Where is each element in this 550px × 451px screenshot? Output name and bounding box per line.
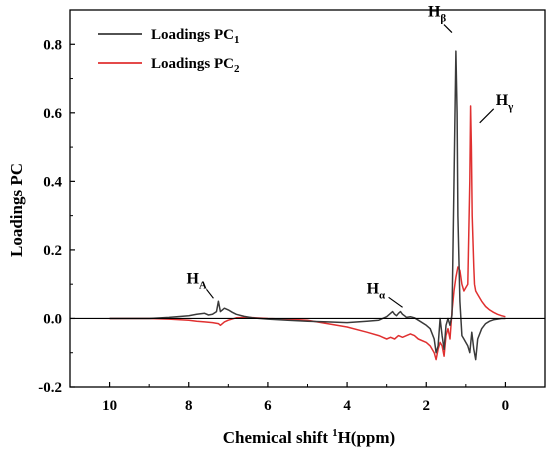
x-tick-label: 10 [102, 398, 117, 414]
x-axis-title-sup: 1 [332, 427, 338, 439]
annotation-sub: β [440, 13, 446, 25]
annotation-leader [388, 296, 403, 308]
y-axis-ticks: -0.2 0.0 0.2 0.4 0.6 0.8 [38, 9, 75, 396]
annotation-sub: α [379, 289, 386, 301]
series-line-pc1 [109, 50, 506, 361]
annotation-main: H [367, 280, 380, 297]
x-axis-title-main: Chemical shift [223, 428, 329, 447]
x-axis-ticks: 10 8 6 4 2 0 [102, 382, 509, 414]
x-tick-label: 4 [343, 398, 351, 414]
annotation-sub: A [199, 279, 207, 291]
y-tick-label: 0.8 [43, 37, 62, 53]
annotation-sub: γ [507, 101, 513, 113]
annotation-main: H [186, 270, 199, 287]
plot-frame [69, 9, 546, 388]
annotation-label: Hα [367, 280, 386, 301]
annotation-leader [443, 24, 453, 33]
y-tick-label: 0.4 [43, 174, 62, 190]
y-tick-label: 0.6 [43, 106, 62, 122]
legend-label-main: Loadings PC [151, 56, 234, 72]
legend-label-pc1: Loadings PC1 [151, 27, 239, 46]
x-tick-label: 6 [264, 398, 272, 414]
annotation-main: H [496, 92, 509, 109]
y-tick-label: -0.2 [38, 380, 62, 396]
legend-label-main: Loadings PC [151, 27, 234, 43]
legend-label-sub: 1 [234, 34, 240, 46]
legend-label-sub: 2 [234, 63, 240, 75]
x-tick-label: 0 [502, 398, 510, 414]
annotation-leader [479, 108, 495, 124]
x-axis-title: Chemical shift 1H(ppm) [223, 427, 395, 447]
y-tick-label: 0.2 [43, 243, 62, 259]
annotation-label: HA [186, 270, 206, 291]
x-tick-label: 8 [185, 398, 193, 414]
y-tick-label: 0.0 [43, 311, 62, 327]
y-axis-title: Loadings PC [7, 163, 26, 257]
series-layer [109, 50, 506, 361]
legend-label-pc2: Loadings PC2 [151, 56, 240, 75]
annotation-main: H [428, 4, 441, 21]
annotation-label: Hγ [496, 92, 514, 113]
annotation-leader [205, 288, 214, 299]
annotation-label: Hβ [428, 4, 446, 25]
x-axis-title-tail: H(ppm) [338, 428, 396, 447]
plot-border [69, 9, 546, 388]
x-tick-label: 2 [423, 398, 431, 414]
